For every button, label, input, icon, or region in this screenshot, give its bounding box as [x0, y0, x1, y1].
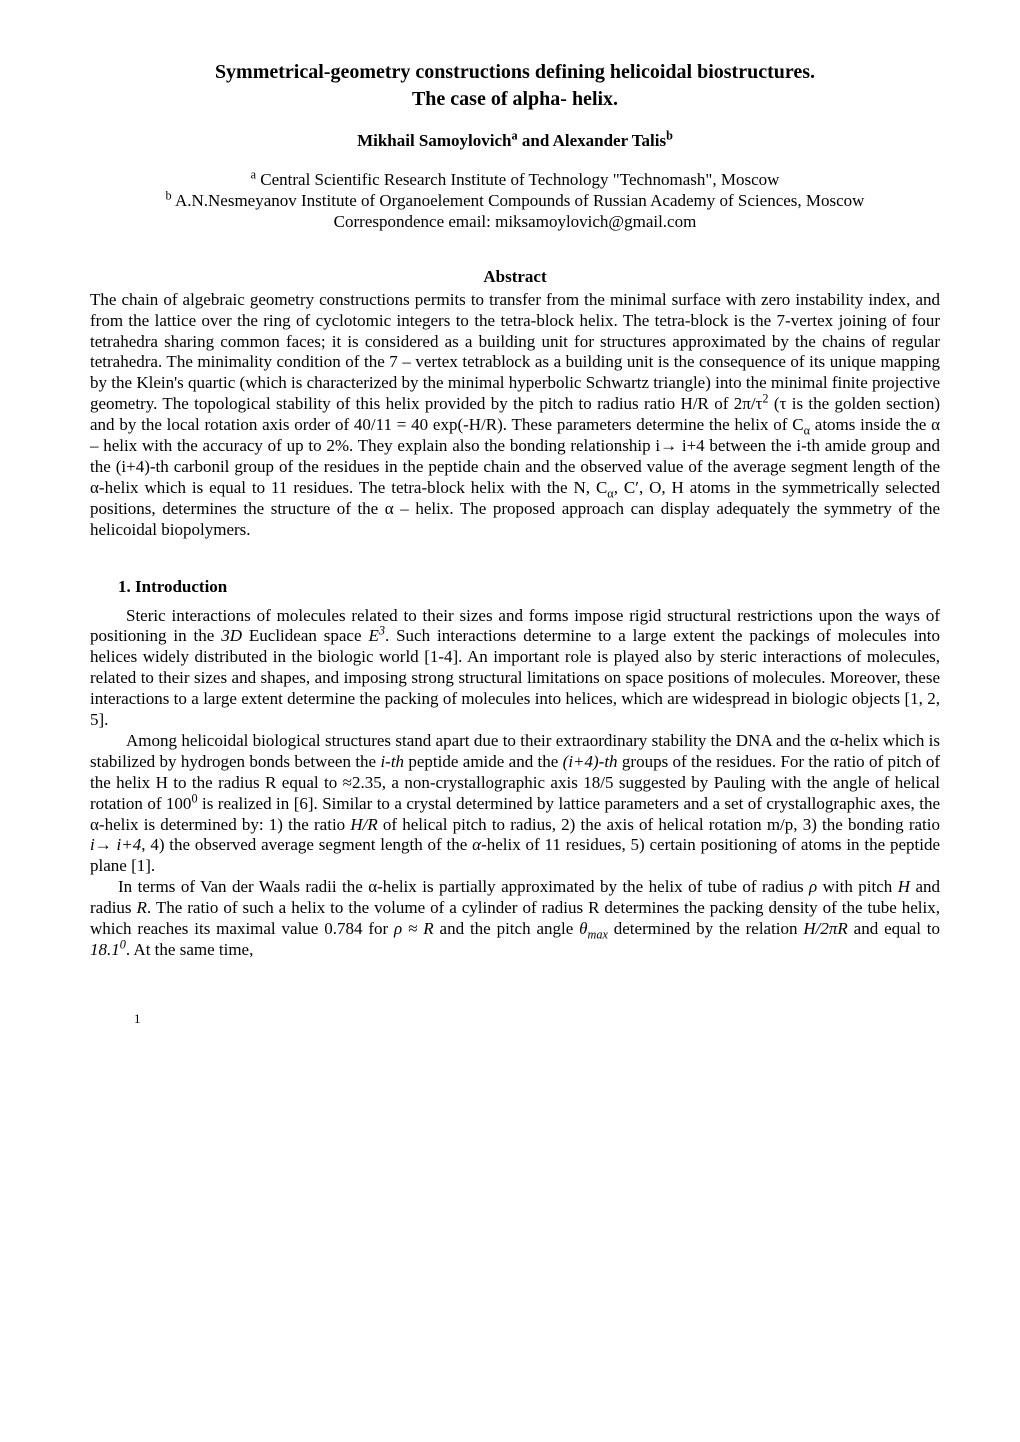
- abstract-heading: Abstract: [90, 267, 940, 288]
- paper-title-line1: Symmetrical-geometry constructions defin…: [90, 60, 940, 85]
- intro-paragraph-1: Steric interactions of molecules related…: [90, 606, 940, 731]
- page-number: 1: [134, 1011, 940, 1027]
- section-1-heading: 1. Introduction: [118, 577, 940, 598]
- intro-paragraph-3: In terms of Van der Waals radii the α-he…: [90, 877, 940, 961]
- affiliation-a: a Central Scientific Research Institute …: [90, 170, 940, 191]
- intro-paragraph-2: Among helicoidal biological structures s…: [90, 731, 940, 877]
- authors: Mikhail Samoylovicha and Alexander Talis…: [90, 131, 940, 152]
- affiliation-b: b A.N.Nesmeyanov Institute of Organoelem…: [90, 191, 940, 212]
- paper-title-line2: The case of alpha- helix.: [90, 87, 940, 112]
- correspondence-email: Correspondence email: miksamoylovich@gma…: [90, 212, 940, 233]
- abstract-body: The chain of algebraic geometry construc…: [90, 290, 940, 541]
